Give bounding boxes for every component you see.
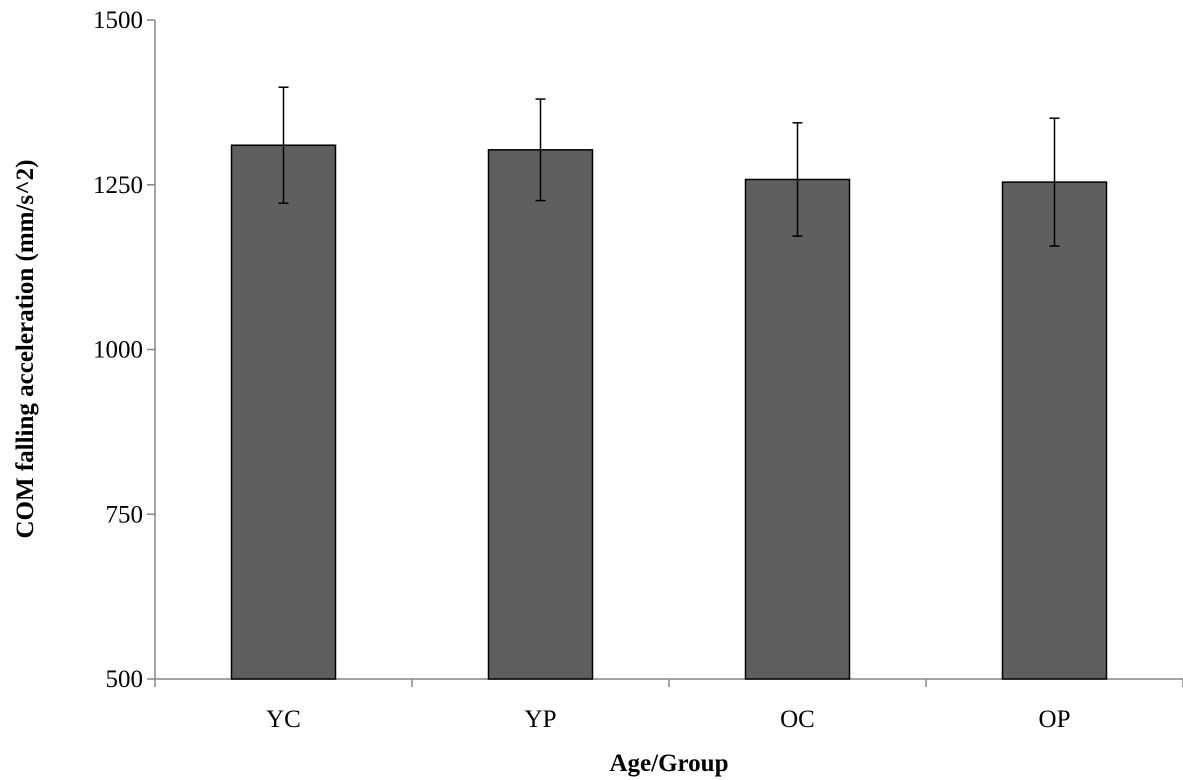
error-bars	[278, 86, 1060, 247]
x-tick-label-op: OP	[1039, 706, 1071, 733]
bars	[230, 144, 1108, 680]
bar-yc	[230, 144, 337, 680]
x-tick-label-yc: YC	[266, 706, 301, 733]
y-tick-label: 1250	[93, 172, 143, 199]
x-axis-title: Age/Group	[610, 750, 729, 777]
y-tick-label: 500	[106, 666, 144, 693]
y-tick-labels: 500 750 1000 1250 1500	[93, 7, 143, 693]
bar-op	[1001, 181, 1108, 680]
y-tick-label: 1000	[93, 337, 143, 364]
bar-yp	[487, 149, 594, 680]
y-tick-label: 750	[106, 501, 144, 528]
y-axis-title: COM falling acceleration (mm/s^2)	[12, 159, 39, 538]
bar-oc	[744, 178, 851, 680]
y-tick-label: 1500	[93, 7, 143, 34]
x-tick-label-oc: OC	[780, 706, 815, 733]
x-tick-labels: YC YP OC OP	[266, 706, 1070, 733]
x-tick-label-yp: YP	[525, 706, 557, 733]
